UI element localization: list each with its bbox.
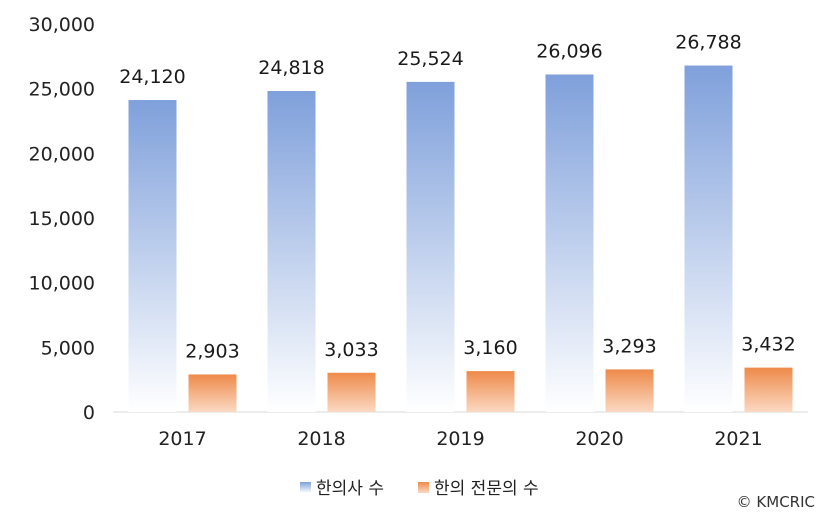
bar-s0-2017 <box>128 100 177 412</box>
data-label-s1-2019: 3,160 <box>463 337 517 359</box>
y-tick-label: 30,000 <box>29 14 95 36</box>
y-axis: 0 5,000 10,000 15,000 20,000 25,000 30,000 <box>29 14 95 424</box>
bar-s0-2020 <box>545 74 594 412</box>
data-label-s1-2020: 3,293 <box>602 335 656 357</box>
y-tick-label: 25,000 <box>29 79 95 101</box>
bar-s1-2018 <box>327 372 376 412</box>
legend: 한의사 수 한의 전문의 수 <box>300 479 539 499</box>
y-tick-label: 10,000 <box>29 273 95 295</box>
data-label-s1-2018: 3,033 <box>324 339 378 361</box>
data-label-s0-2017: 24,120 <box>119 66 185 88</box>
bar-s1-2020 <box>605 369 654 412</box>
bar-s1-2021 <box>744 367 793 412</box>
legend-label-s1: 한의 전문의 수 <box>434 479 539 499</box>
bar-s1-2017 <box>188 374 237 412</box>
bars: 24,120 2,903 24,818 3,033 25,524 3,160 26,096 3… <box>119 32 796 413</box>
legend-swatch-s1 <box>418 482 429 493</box>
data-label-s1-2017: 2,903 <box>185 340 239 362</box>
x-tick-label: 2017 <box>158 428 206 450</box>
data-label-s0-2020: 26,096 <box>536 40 602 62</box>
legend-swatch-s0 <box>300 482 311 493</box>
x-tick-label: 2020 <box>575 428 623 450</box>
x-axis: 2017 2018 2019 2020 2021 <box>158 428 762 450</box>
x-tick-label: 2018 <box>297 428 345 450</box>
y-tick-label: 0 <box>83 402 95 424</box>
y-tick-label: 20,000 <box>29 143 95 165</box>
bar-s0-2021 <box>684 65 733 412</box>
data-label-s1-2021: 3,432 <box>741 334 795 356</box>
bar-s0-2019 <box>406 81 455 413</box>
data-label-s0-2018: 24,818 <box>258 57 324 79</box>
bar-s0-2018 <box>267 91 316 412</box>
y-tick-label: 15,000 <box>29 208 95 230</box>
legend-label-s0: 한의사 수 <box>316 479 384 499</box>
x-tick-label: 2021 <box>714 428 762 450</box>
x-tick-label: 2019 <box>436 428 484 450</box>
data-label-s0-2019: 25,524 <box>397 48 463 70</box>
y-tick-label: 5,000 <box>41 337 95 359</box>
data-label-s0-2021: 26,788 <box>675 32 741 54</box>
credit-text: © KMCRIC <box>737 493 815 511</box>
bar-s1-2019 <box>466 371 515 412</box>
